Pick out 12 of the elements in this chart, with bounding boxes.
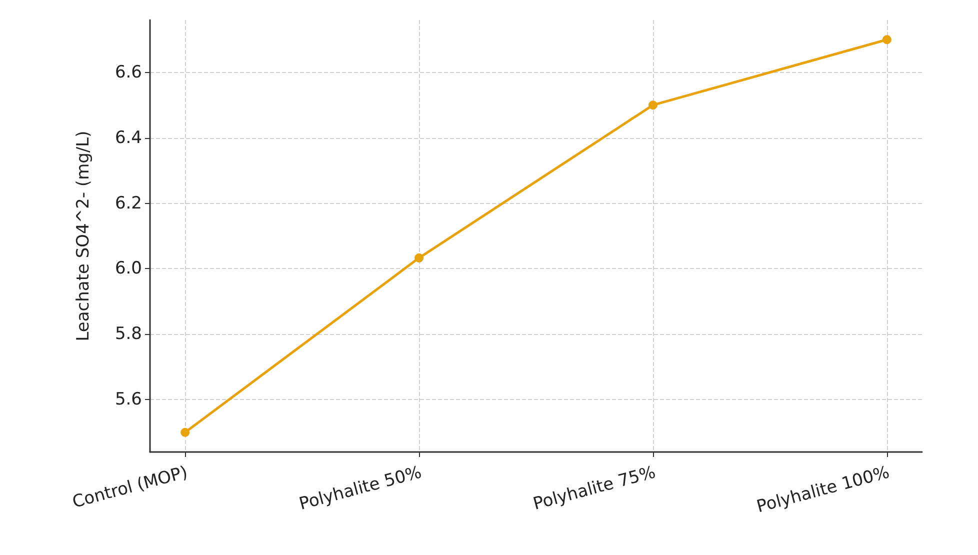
point (648, 100, 658, 110)
y-tick-label: 5.6 (114, 390, 142, 410)
y-tick-label: 6.4 (114, 128, 142, 148)
y-axis-title: Leachate SO4^2- (mg/L) (74, 130, 94, 342)
y-tick-label: 5.8 (114, 324, 142, 344)
y-tick-label: 6.2 (114, 193, 142, 214)
point (882, 35, 892, 44)
x-tick-label: Control (MOP) (70, 462, 190, 513)
y-tick-label: 6.0 (114, 258, 142, 279)
y-tick-label: 6.6 (114, 62, 142, 82)
point (180, 428, 190, 437)
point (414, 253, 424, 262)
